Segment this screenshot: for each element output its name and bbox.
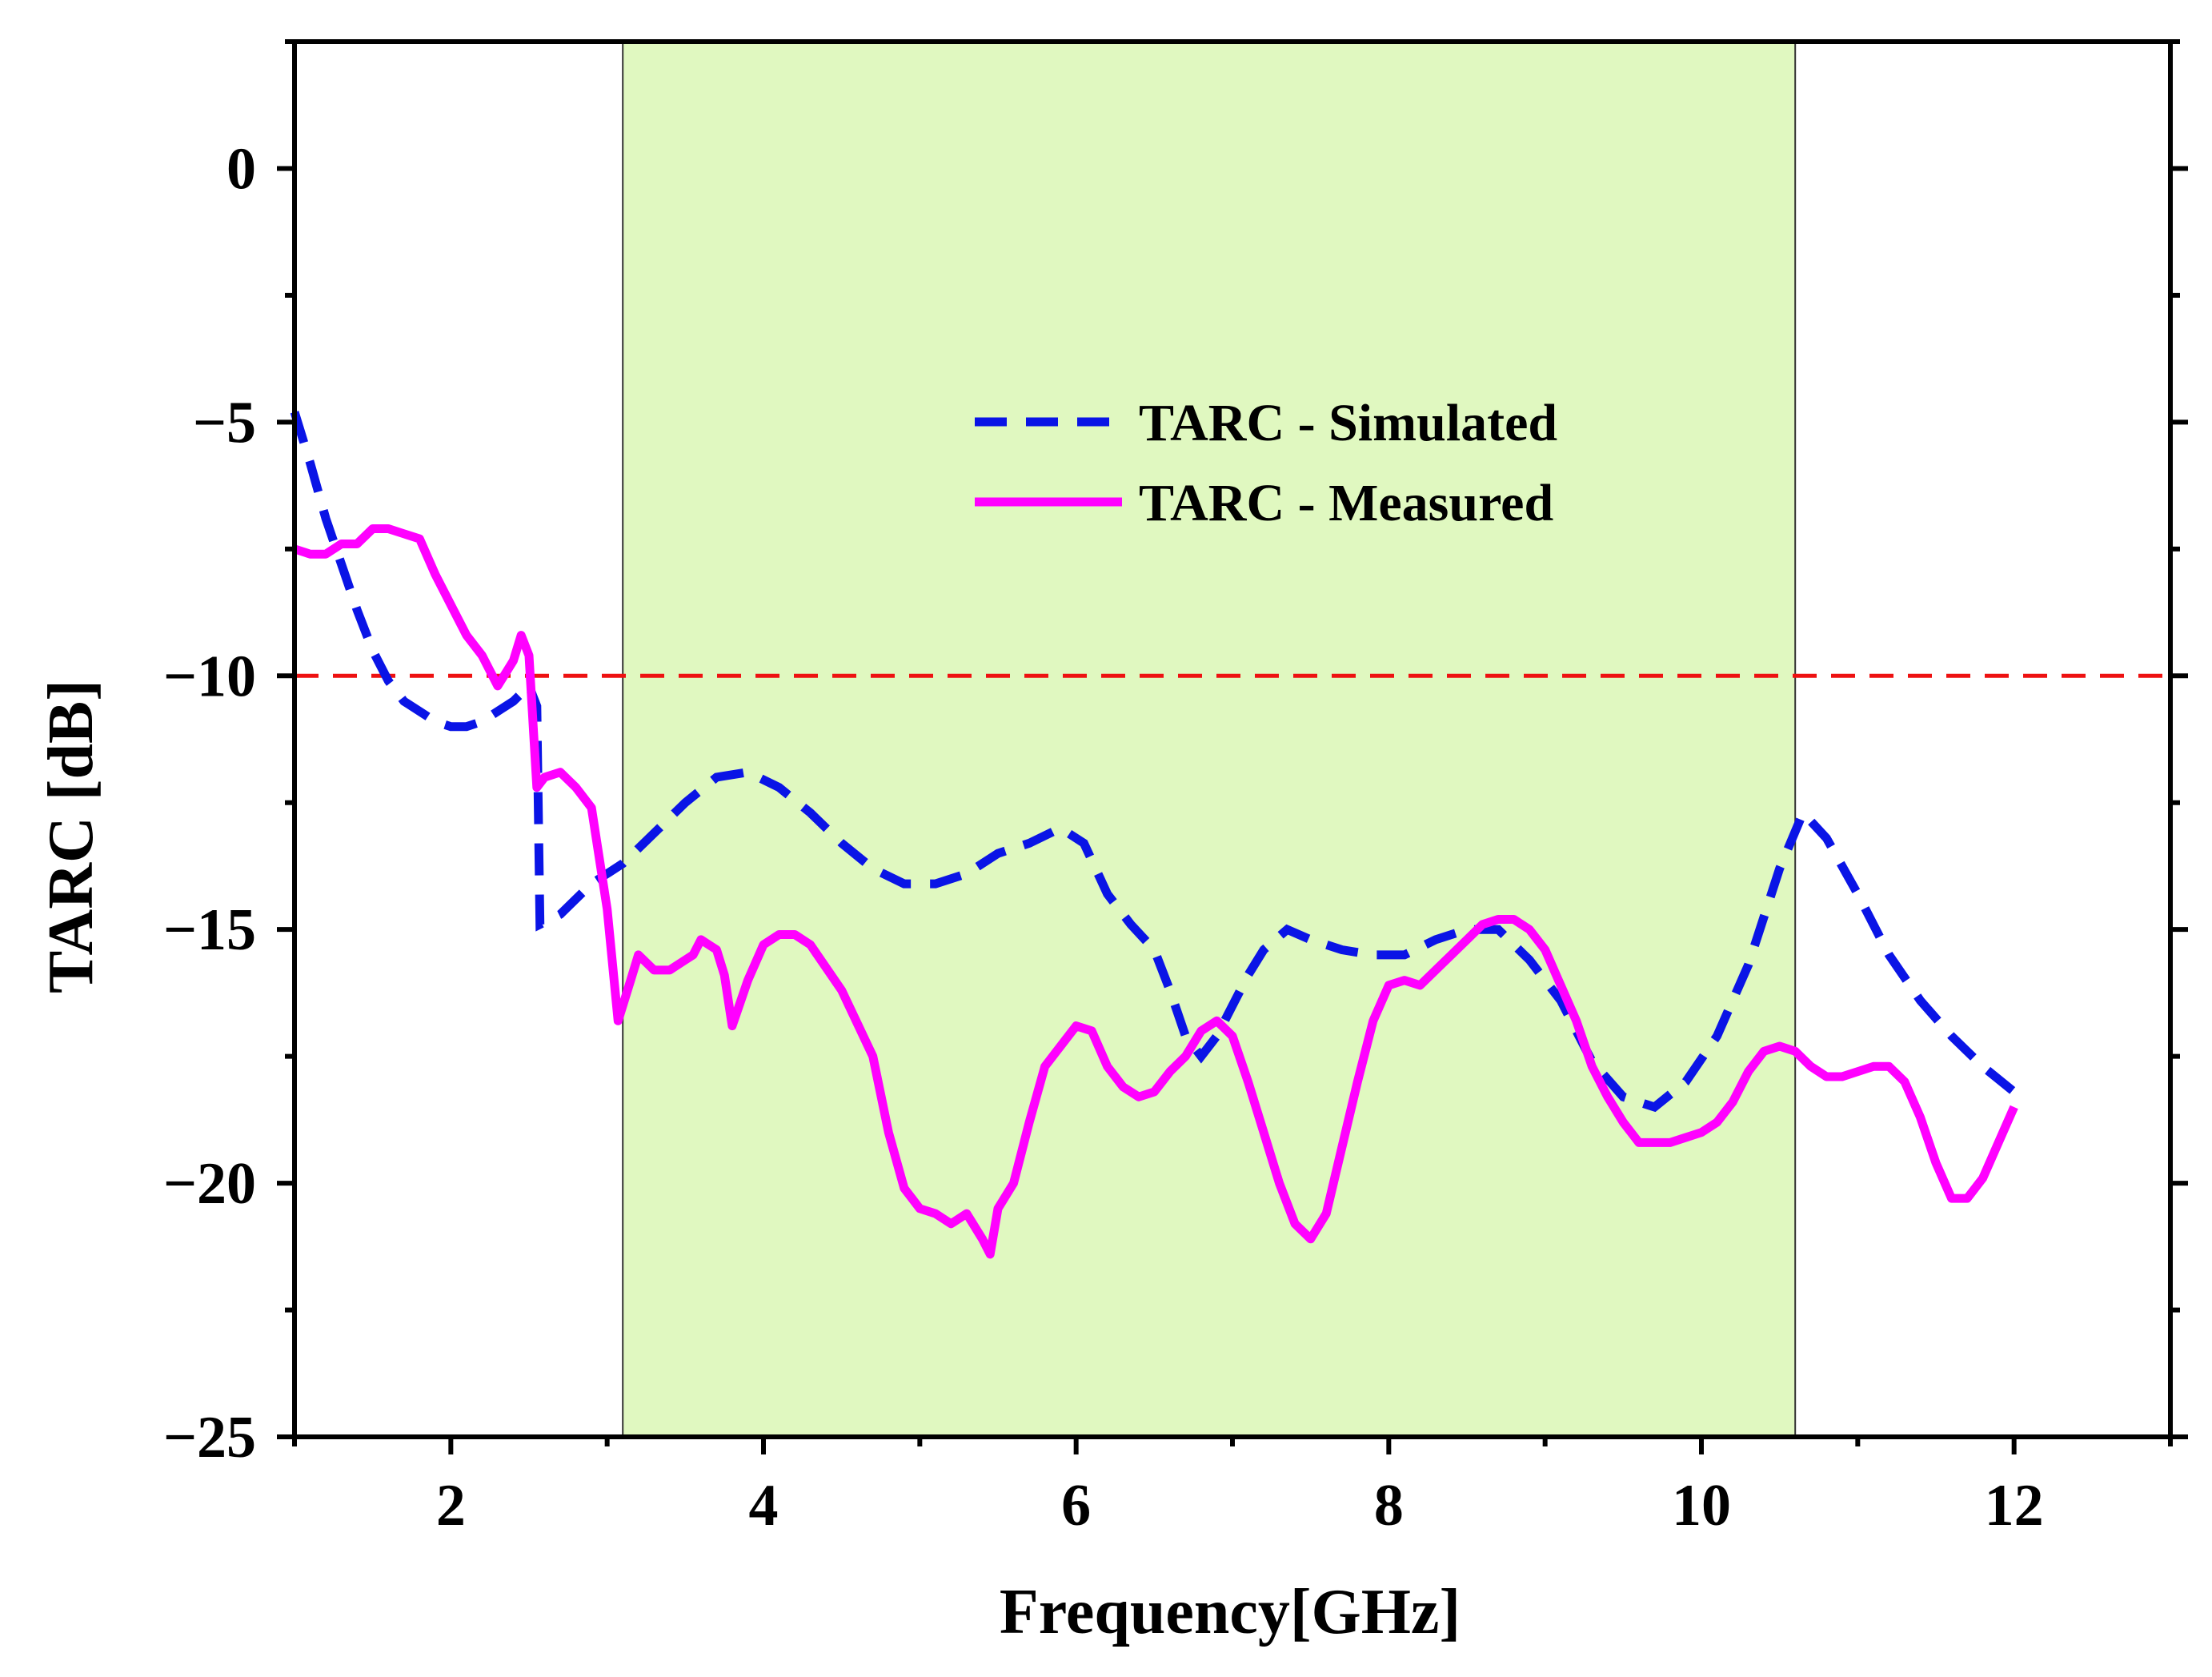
y-tick-label: −25 [163,1405,256,1470]
x-tick-label: 4 [749,1473,779,1539]
x-axis-title: Frequency[GHz] [1000,1577,1461,1647]
shaded-band [623,42,1796,1437]
y-tick-label: −20 [163,1151,256,1217]
series-line-simulated [290,411,2018,1113]
legend-label-measured: TARC - Measured [1139,474,1553,532]
y-tick-label: −5 [193,390,256,455]
x-tick-label: 8 [1374,1473,1404,1539]
x-tick-label: 12 [1985,1473,2044,1539]
x-tick-label: 2 [436,1473,466,1539]
x-tick-labels: 2 4 6 8 10 12 [436,1473,2044,1539]
x-tick-label: 6 [1061,1473,1091,1539]
y-tick-label: −15 [163,897,256,963]
y-tick-labels: 0 −5 −10 −15 −20 −25 [163,136,256,1470]
y-tick-label: 0 [226,136,256,202]
legend: TARC - Simulated TARC - Measured [975,394,1557,532]
legend-label-simulated: TARC - Simulated [1139,394,1557,452]
series-line-measured [293,524,2018,1259]
x-tick-label: 10 [1672,1473,1731,1539]
y-tick-label: −10 [163,644,256,709]
axis-ticks [277,39,2188,1454]
y-axis-title: TARC [dB] [36,680,106,993]
